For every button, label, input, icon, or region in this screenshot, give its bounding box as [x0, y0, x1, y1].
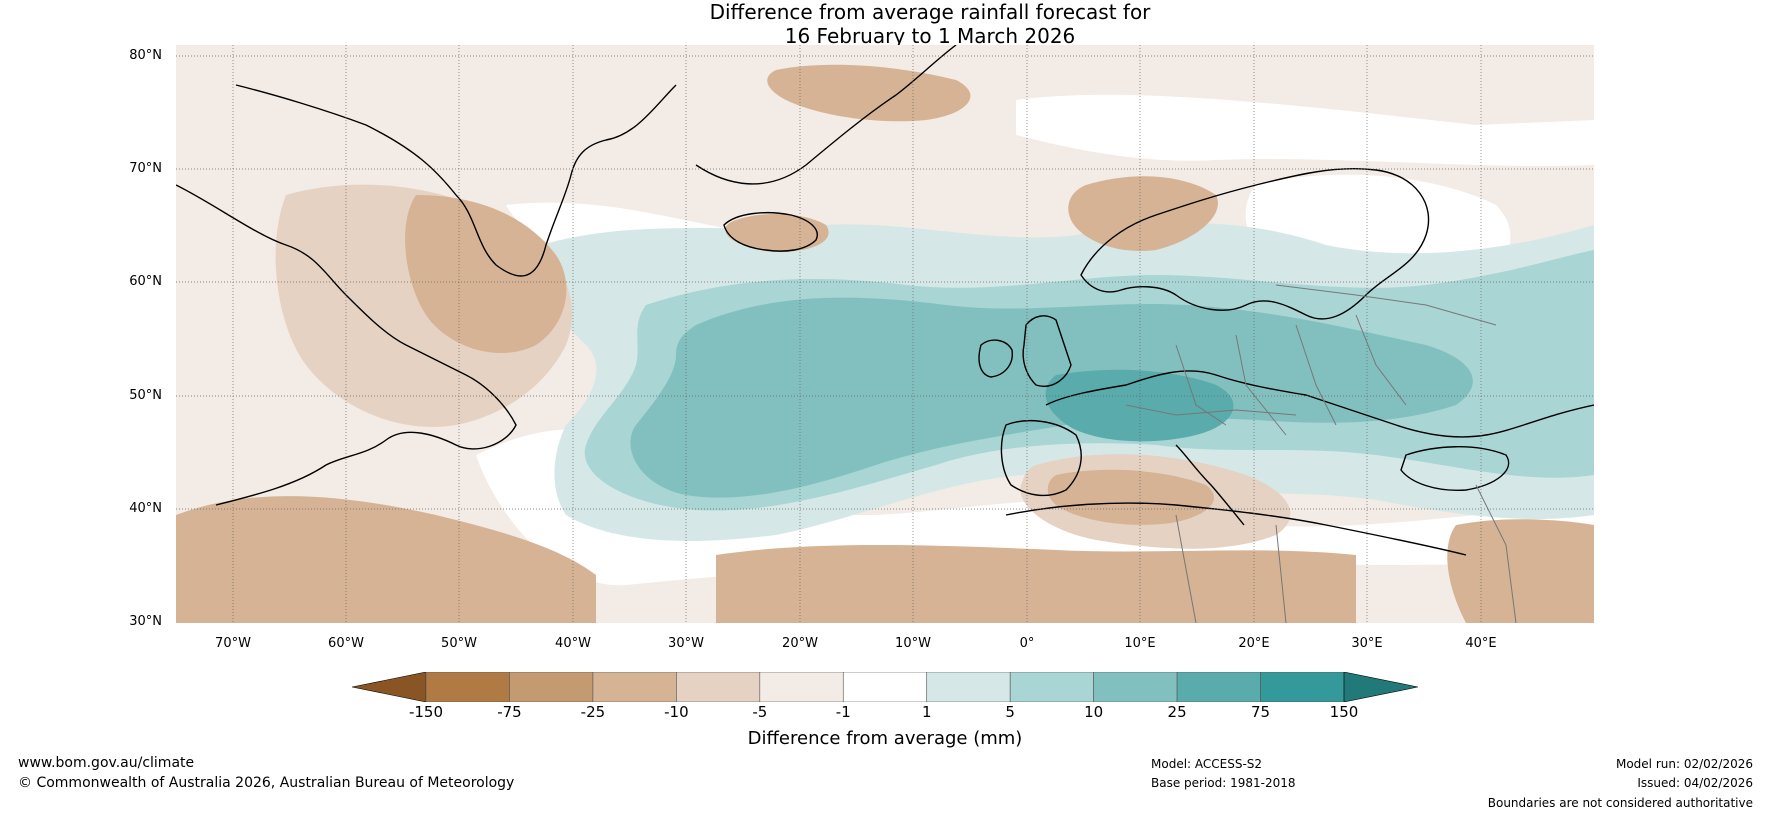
- country-borders: [1125, 284, 1517, 623]
- colorbar-segment: [509, 672, 594, 702]
- title-line-2: 16 February to 1 March 2026: [784, 24, 1076, 48]
- dry-greenland-north: [767, 64, 971, 122]
- footer-model-run: Model run: 02/02/2026: [1615, 757, 1753, 771]
- lon-label-40e: 40°E: [1465, 636, 1497, 651]
- border-4: [1355, 314, 1407, 406]
- colorbar-tick-label: 5: [1005, 703, 1015, 721]
- lat-label-30n: 30°N: [129, 614, 162, 629]
- chart-title: Difference from average rainfall forecas…: [600, 0, 1260, 48]
- colorbar-segment: [1260, 672, 1345, 702]
- europe-coast: [1045, 370, 1594, 438]
- footer-website[interactable]: www.bom.gov.au/climate: [18, 755, 195, 771]
- black-sea-coast: [1400, 446, 1510, 491]
- greenland-coast: [235, 84, 677, 277]
- lon-label-10w: 10°W: [895, 636, 931, 651]
- neutral-band-north: [1016, 94, 1594, 167]
- dry-strong-mediterranean: [1047, 469, 1214, 525]
- colorbar-tick-label: 1: [921, 703, 932, 721]
- border-8: [1275, 524, 1287, 623]
- colorbar-tick-label: 150: [1329, 703, 1359, 721]
- border-1: [1175, 344, 1227, 426]
- dry-subtropical-atlantic: [176, 496, 596, 623]
- lon-label-70w: 70°W: [215, 636, 251, 651]
- border-3: [1295, 324, 1337, 426]
- dry-strong-labrador: [405, 195, 567, 354]
- lat-label-70n: 70°N: [129, 161, 162, 176]
- rainfall-anomaly-map: [176, 45, 1594, 623]
- colorbar-tick-label: -150: [408, 703, 444, 721]
- lon-label-10e: 10°E: [1124, 636, 1156, 651]
- colorbar-segment: [842, 672, 928, 702]
- colorbar-tick-label: 75: [1250, 703, 1271, 721]
- scandinavia-coast: [1080, 167, 1430, 320]
- ireland-coast: [978, 339, 1013, 378]
- graticule: [176, 45, 1594, 623]
- colorbar-tick-label: -10: [664, 703, 689, 721]
- lon-label-30e: 30°E: [1351, 636, 1383, 651]
- lon-label-20e: 20°E: [1238, 636, 1270, 651]
- footer-base-period: Base period: 1981-2018: [1151, 776, 1296, 790]
- border-7: [1175, 514, 1197, 623]
- colorbar-segment: [759, 672, 844, 702]
- dry-middle-east: [1447, 519, 1594, 623]
- colorbar-arrow-right: [1343, 672, 1418, 702]
- lat-label-50n: 50°N: [129, 388, 162, 403]
- iberia-coast: [1000, 420, 1082, 497]
- lon-label-50w: 50°W: [441, 636, 477, 651]
- dry-norway: [1068, 176, 1218, 251]
- dry-iceland: [725, 213, 829, 253]
- footer-model: Model: ACCESS-S2: [1151, 757, 1263, 771]
- italy-coast: [1175, 444, 1245, 526]
- colorbar-segment: [1093, 672, 1178, 702]
- lat-label-80n: 80°N: [129, 48, 162, 63]
- colorbar-segment: [425, 672, 510, 702]
- colorbar-tick-label: -5: [752, 703, 768, 721]
- north-africa-coast: [1005, 502, 1467, 556]
- border-6: [1275, 284, 1497, 326]
- footer-disclaimer: Boundaries are not considered authoritat…: [1487, 796, 1753, 810]
- colorbar: [352, 672, 1418, 702]
- colorbar-segment: [1009, 672, 1094, 702]
- lon-label-60w: 60°W: [328, 636, 364, 651]
- iceland-coast: [723, 212, 818, 252]
- colorbar-tick-label: 25: [1167, 703, 1187, 721]
- colorbar-tick-label: -75: [497, 703, 522, 721]
- colorbar-tick-label: -25: [580, 703, 606, 721]
- britain-coast: [1022, 315, 1072, 387]
- colorbar-segment: [676, 672, 761, 702]
- colorbar-tick-label: 10: [1084, 703, 1104, 721]
- coastlines: [176, 45, 1594, 556]
- border-9: [1475, 484, 1517, 623]
- wet-very-strong-region: [1045, 369, 1234, 442]
- lon-label-30w: 30°W: [668, 636, 704, 651]
- lon-label-0: 0°: [1019, 636, 1035, 651]
- footer-copyright: © Commonwealth of Australia 2026, Austra…: [18, 775, 515, 791]
- title-line-1: Difference from average rainfall forecas…: [709, 0, 1151, 24]
- lon-label-40w: 40°W: [555, 636, 591, 651]
- footer-issued: Issued: 04/02/2026: [1637, 776, 1753, 790]
- greenland-east-coast: [695, 45, 957, 185]
- border-2: [1235, 334, 1287, 436]
- colorbar-arrow-left: [352, 672, 427, 702]
- colorbar-segment: [1176, 672, 1261, 702]
- lat-label-60n: 60°N: [129, 274, 162, 289]
- colorbar-label: Difference from average (mm): [747, 728, 1023, 749]
- lat-label-40n: 40°N: [129, 501, 162, 516]
- border-5: [1125, 404, 1297, 416]
- canada-coast: [176, 184, 517, 506]
- colorbar-segment: [926, 672, 1011, 702]
- colorbar-tick-label: -1: [835, 703, 851, 721]
- lon-label-20w: 20°W: [782, 636, 818, 651]
- dry-north-africa: [716, 545, 1356, 623]
- colorbar-segment: [592, 672, 677, 702]
- map-svg: [176, 45, 1594, 623]
